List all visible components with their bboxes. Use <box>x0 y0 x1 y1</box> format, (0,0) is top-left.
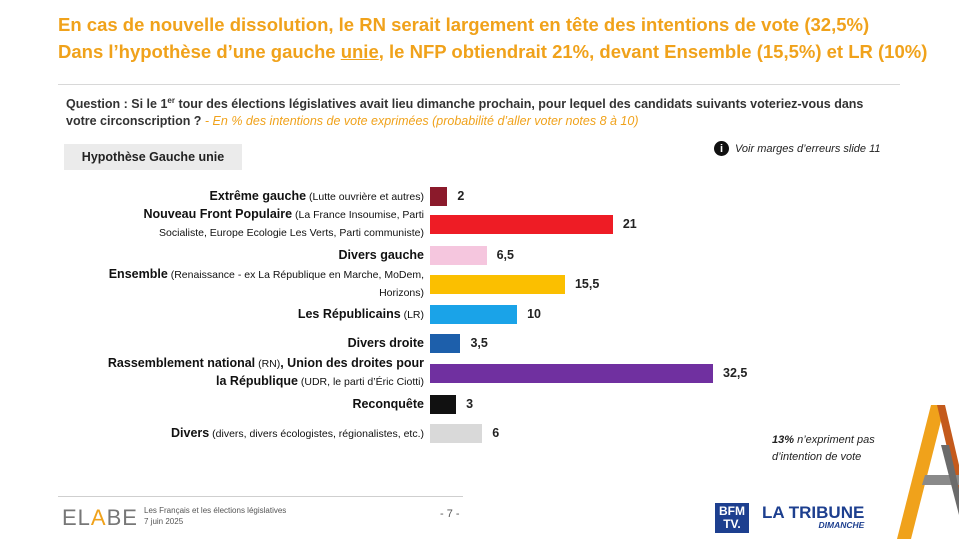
elabe-a-corner-icon <box>897 405 959 539</box>
abstention-pct: 13% <box>772 434 795 446</box>
value-label: 3,5 <box>470 336 488 350</box>
value-label: 21 <box>622 217 637 231</box>
bfmtv-logo-line-2: TV. <box>723 517 741 531</box>
category-detail: (divers, divers écologistes, régionalist… <box>209 428 424 440</box>
category-name: Reconquête <box>352 397 424 411</box>
bar <box>430 395 457 414</box>
elabe-logo-a: A <box>90 505 107 530</box>
elabe-logo-be: BE <box>106 505 138 530</box>
category-name: Rassemblement national <box>107 356 256 370</box>
question-pre: Question : Si le 1 <box>66 97 168 112</box>
value-label: 6,5 <box>496 248 514 262</box>
survey-question: Question : Si le 1er tour des élections … <box>66 92 896 130</box>
category-label: Rassemblement national (RN), Union des d… <box>104 355 424 391</box>
bar <box>430 246 487 265</box>
value-label: 32,5 <box>723 366 748 380</box>
margin-note[interactable]: i Voir marges d’erreurs slide 11 <box>714 141 881 156</box>
info-icon: i <box>714 141 729 156</box>
category-name: Divers droite <box>347 336 424 350</box>
category-detail: (Lutte ouvrière et autres) <box>306 191 424 203</box>
value-label: 15,5 <box>574 277 600 291</box>
value-label: 6 <box>492 426 500 440</box>
headline-underlined-word: unie <box>340 41 379 62</box>
la-tribune-sub: DIMANCHE <box>818 520 865 530</box>
category-label: Reconquête <box>44 396 424 413</box>
headline: En cas de nouvelle dissolution, le RN se… <box>58 11 938 65</box>
abstention-text: n’expriment pas d’intention de vote <box>772 434 875 463</box>
bar <box>430 364 713 383</box>
question-note: - En % des intentions de vote exprimées … <box>201 114 639 129</box>
header-divider <box>58 84 900 85</box>
bfmtv-logo: BFM TV. <box>715 503 749 533</box>
bar <box>430 187 448 206</box>
value-label: 10 <box>527 307 541 321</box>
category-detail: (UDR, le parti d’Éric Ciotti) <box>297 376 424 388</box>
footer-text: Les Français et les élections législativ… <box>144 505 286 527</box>
abstention-note: 13% n’expriment pas d’intention de vote <box>772 432 922 466</box>
margin-note-text: Voir marges d’erreurs slide 11 <box>735 142 881 155</box>
category-name-2: , Union des droites pour la République <box>216 356 424 388</box>
category-label: Nouveau Front Populaire (La France Insou… <box>104 206 424 242</box>
headline-line-1: En cas de nouvelle dissolution, le RN se… <box>58 14 870 35</box>
category-label: Divers gauche <box>44 247 424 264</box>
headline-line-2: Dans l’hypothèse d’une gauche unie, le N… <box>58 38 938 65</box>
category-label: Divers droite <box>44 335 424 352</box>
footer-divider <box>58 496 463 497</box>
category-label: Ensemble (Renaissance - ex La République… <box>104 266 424 302</box>
category-detail: (La France Insoumise, Parti Socialiste, … <box>159 209 424 239</box>
headline-line-2-post: , le NFP obtiendrait 21%, devant Ensembl… <box>378 41 928 62</box>
footer-date: 7 juin 2025 <box>144 517 184 526</box>
category-name: Nouveau Front Populaire <box>143 207 293 221</box>
category-label: Les Républicains (LR) <box>44 306 424 324</box>
category-detail: (Renaissance - ex La République en March… <box>167 269 424 299</box>
bar <box>430 334 461 353</box>
category-detail: (LR) <box>400 309 424 321</box>
category-name: Divers <box>171 426 210 440</box>
bfmtv-logo-line-1: BFM <box>719 504 745 518</box>
category-name: Les Républicains <box>297 307 401 321</box>
la-tribune-logo: LA TRIBUNE DIMANCHE <box>762 503 865 530</box>
bar <box>430 424 483 443</box>
headline-line-2-pre: Dans l’hypothèse d’une gauche <box>58 41 341 62</box>
category-label: Extrême gauche (Lutte ouvrière et autres… <box>44 188 424 206</box>
category-name: Divers gauche <box>338 248 424 262</box>
la-tribune-name: LA TRIBUNE <box>762 503 865 522</box>
value-label: 3 <box>466 397 474 411</box>
value-label: 2 <box>457 189 465 203</box>
bar <box>430 215 613 234</box>
category-name: Extrême gauche <box>209 189 307 203</box>
hypothesis-label: Hypothèse Gauche unie <box>64 144 242 170</box>
question-sup: er <box>167 96 175 105</box>
category-detail-mid: (RN) <box>255 358 281 370</box>
category-label: Divers (divers, divers écologistes, régi… <box>44 425 424 443</box>
elabe-logo: ELABE <box>62 505 138 531</box>
footer-study-title: Les Français et les élections législativ… <box>144 506 287 515</box>
question-post: tour des élections législatives avait li… <box>66 97 864 129</box>
bar <box>430 305 518 324</box>
category-name: Ensemble <box>108 267 168 281</box>
bar <box>430 275 565 294</box>
elabe-logo-el: EL <box>62 505 91 530</box>
page-number: - 7 - <box>440 508 460 520</box>
